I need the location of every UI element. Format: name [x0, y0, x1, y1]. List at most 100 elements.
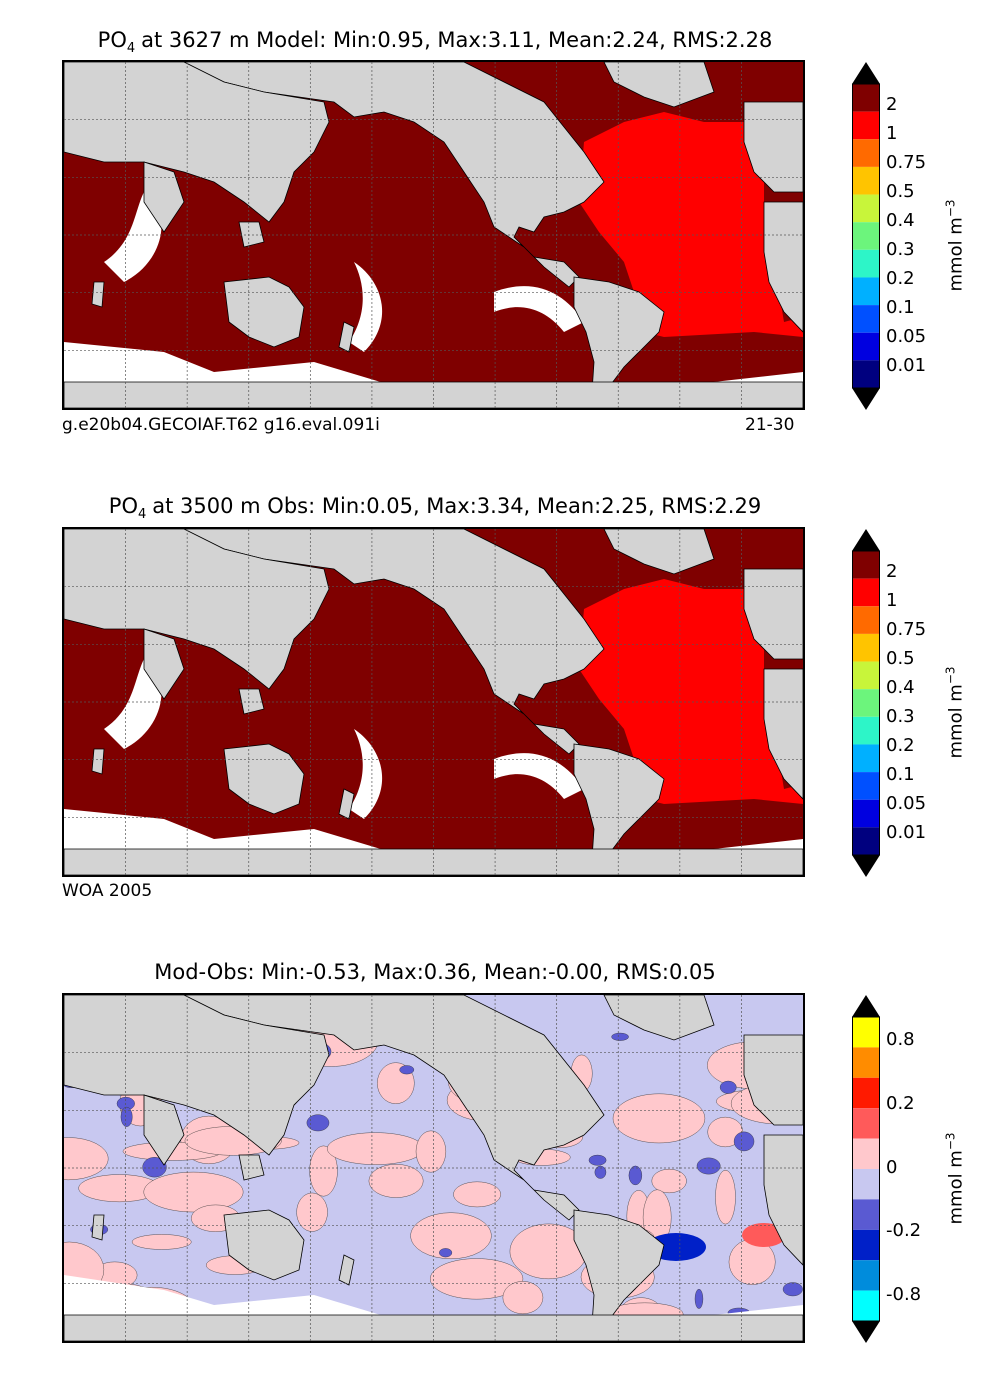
panel3-cb-tick-2: 0 [886, 1157, 898, 1178]
colorbar-segment-4 [852, 661, 880, 690]
panel1-cb-tick-0: 2 [886, 94, 898, 115]
nodata-pacific-rise [349, 262, 383, 352]
colorbar-segment-3 [852, 166, 880, 195]
panel2-cb-unit: mmol m−3 [943, 649, 967, 758]
land-australia [223, 276, 305, 348]
land-southAmerica [573, 1209, 665, 1336]
ocean-field-atlantic [579, 579, 803, 804]
land-greenland [603, 62, 715, 108]
colorbar-segment-1 [852, 1047, 880, 1078]
colorbar-segment-2 [852, 1077, 880, 1109]
colorbar-segment-6 [852, 716, 880, 745]
diff-negative-patch [733, 1131, 755, 1152]
land-borneo [238, 688, 265, 715]
colorbar-segment-9 [852, 799, 880, 828]
panel3-colorbar [852, 995, 880, 1343]
panel1-caption-left: g.e20b04.GECOIAF.T62 g16.eval.091i [62, 415, 380, 435]
colorbar-extend-top [852, 62, 880, 84]
panel3-cb-unit: mmol m−3 [944, 1115, 967, 1224]
colorbar-segment-3 [852, 633, 880, 662]
diff-positive-patch [430, 1258, 524, 1300]
diff-positive-patch [309, 1145, 338, 1197]
diff-positive-patch [327, 1132, 424, 1165]
colorbar-segment-4 [852, 194, 880, 223]
panel2-cb-tick-0: 2 [886, 561, 898, 582]
nodata-indian-ridge [104, 659, 162, 749]
panel3-title: Mod-Obs: Min:-0.53, Max:0.36, Mean:-0.00… [30, 960, 840, 984]
panel3-map [62, 993, 805, 1343]
colorbar-segment-9 [852, 332, 880, 361]
land-australia [223, 743, 305, 815]
panel1-cb-tick-7: 0.1 [886, 297, 915, 318]
panel3-cb-tick-4: -0.8 [886, 1284, 922, 1305]
colorbar-extend-top [852, 529, 880, 551]
diff-positive-patch [651, 1168, 687, 1194]
colorbar-segment-5 [852, 1169, 880, 1200]
colorbar-segment-6 [852, 249, 880, 278]
panel1-cb-unit: mmol m−3 [943, 182, 967, 292]
colorbar-segment-0 [852, 84, 880, 112]
diff-positive-patch [612, 1093, 706, 1144]
land-europe [743, 1034, 803, 1126]
colorbar-segment-7 [852, 744, 880, 773]
colorbar-segment-2 [852, 139, 880, 167]
panel1-cb-unit-exp: −3 [943, 199, 958, 218]
panel1-cb-tick-2: 0.75 [886, 152, 927, 173]
colorbar-extend-bottom [852, 388, 880, 410]
land-nz [338, 788, 355, 820]
panel1-cb-tick-3: 0.5 [886, 181, 915, 202]
land-africa [763, 201, 803, 333]
colorbar-segment-8 [852, 305, 880, 333]
land-borneo [238, 221, 265, 248]
panel1-cb-tick-6: 0.2 [886, 268, 915, 289]
colorbar-segment-8 [852, 772, 880, 800]
diff-positive-patch [131, 1234, 192, 1250]
colorbar-segment-5 [852, 222, 880, 250]
land-europe [743, 568, 803, 660]
panel2-title: PO4 at 3500 m Obs: Min:0.05, Max:3.34, Me… [30, 494, 840, 522]
panel2-map-svg [64, 529, 803, 875]
colorbar-segment-5 [852, 689, 880, 717]
panel1-cb-tick-5: 0.3 [886, 239, 915, 260]
land-europe [743, 101, 803, 193]
diff-strong-positive [742, 1223, 786, 1247]
colorbar-frame [852, 83, 880, 389]
colorbar-segment-0 [852, 551, 880, 579]
panel3-cb-tick-1: 0.2 [886, 1093, 915, 1114]
panel2-cb-tick-7: 0.1 [886, 764, 915, 785]
diff-positive-patch [502, 1281, 544, 1315]
land-india [143, 628, 185, 700]
panel3-map-svg [64, 995, 803, 1341]
land-nz [338, 321, 355, 353]
panel2-cb-tick-6: 0.2 [886, 735, 915, 756]
diff-negative-patch [628, 1165, 643, 1186]
diff-negative-patch [782, 1282, 803, 1297]
panel1-cb-tick-8: 0.05 [886, 326, 927, 347]
diff-positive-patch [453, 1181, 501, 1208]
colorbar-segment-6 [852, 1199, 880, 1230]
panel2-cb-unit-exp: −3 [943, 666, 958, 685]
colorbar-extend-bottom [852, 1321, 880, 1343]
diff-positive-patch [296, 1192, 328, 1232]
land-borneo [238, 1154, 265, 1181]
diff-negative-patch [439, 1248, 453, 1258]
land-southAmerica [573, 743, 665, 870]
land-australia [223, 1209, 305, 1281]
land-southAmerica [573, 276, 665, 403]
diff-negative-patch [594, 1165, 607, 1179]
nodata-indian-ridge [104, 192, 162, 282]
panel1-map [62, 60, 805, 410]
diff-negative-patch [611, 1032, 629, 1041]
land-asia [64, 62, 330, 223]
land-nz [338, 1254, 355, 1286]
panel1-title-rest: at 3627 m Model: Min:0.95, Max:3.11, Mea… [141, 28, 773, 52]
panel1-cb-unit-text: mmol m [945, 217, 967, 292]
colorbar-extend-top [852, 995, 880, 1017]
diff-negative-patch [120, 1106, 133, 1127]
colorbar-segment-10 [852, 360, 880, 388]
panel2-cb-tick-4: 0.4 [886, 677, 915, 698]
nodata-east-pacific-rise [494, 753, 584, 799]
land-africa [763, 1134, 803, 1266]
diff-positive-patch [715, 1170, 736, 1225]
panel1-title-sub: 4 [126, 41, 136, 56]
